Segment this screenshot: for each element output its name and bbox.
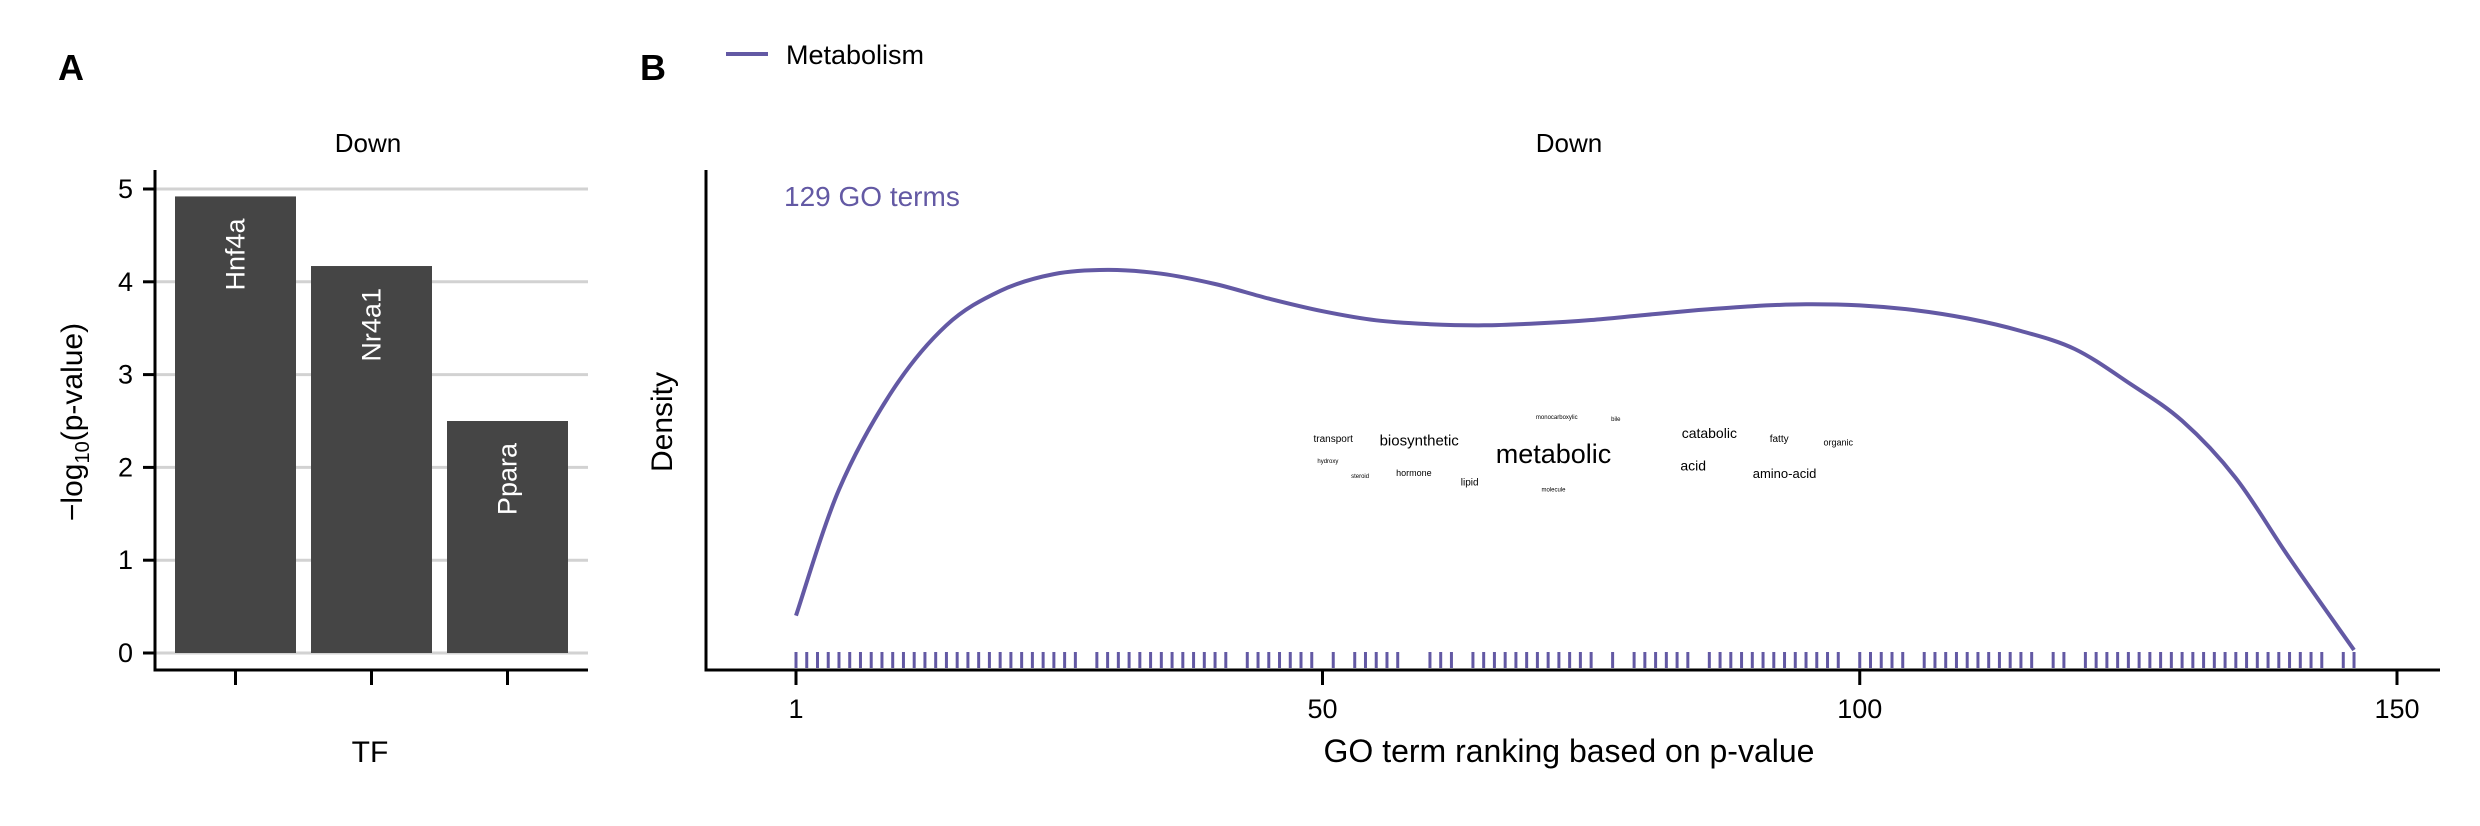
word-transport: transport: [1314, 434, 1354, 445]
y-label-main: −log: [56, 464, 89, 522]
y-tick-label: 1: [118, 545, 133, 575]
word-steroid: steroid: [1351, 474, 1369, 480]
word-metabolic: metabolic: [1496, 439, 1612, 469]
word-hydroxy: hydroxy: [1317, 459, 1338, 465]
word-biosynthetic: biosynthetic: [1380, 433, 1460, 450]
y-tick-label: 2: [118, 452, 133, 482]
bar-label-ppara: Ppara: [493, 442, 523, 515]
chart-b-title: Down: [1536, 128, 1602, 158]
legend: Metabolism: [726, 40, 924, 70]
bar-nr4a1: [311, 266, 432, 653]
word-monocarboxylic: monocarboxylic: [1536, 415, 1578, 421]
word-catabolic: catabolic: [1682, 425, 1737, 441]
x-tick-label: 1: [788, 694, 803, 724]
word-lipid: lipid: [1461, 478, 1479, 489]
bar-ppara: [447, 421, 568, 653]
bar-label-hnf4a: Hnf4a: [221, 217, 251, 290]
chart-a-y-ticks: 0 1 2 3 4 5: [118, 174, 155, 668]
chart-b-x-ticks: 1 50 100 150: [788, 670, 2420, 724]
word-organic: organic: [1823, 438, 1853, 448]
word-acid: acid: [1680, 457, 1706, 473]
y-label-rest: (p-value): [56, 323, 89, 441]
panel-a-letter: A: [58, 47, 84, 88]
x-tick-label: 50: [1307, 694, 1337, 724]
bar-chart-tf: Down Hnf4a Nr4a1 Ppara 0 1 2 3 4 5 TF −log10(p-…: [56, 128, 588, 769]
chart-a-title: Down: [335, 128, 401, 158]
word-fatty: fatty: [1770, 434, 1789, 445]
chart-a-x-ticks: [234, 670, 509, 685]
y-tick-label: 0: [118, 638, 133, 668]
y-tick-label: 5: [118, 174, 133, 204]
x-tick-label: 150: [2374, 694, 2419, 724]
y-tick-label: 3: [118, 360, 133, 390]
panel-b-letter: B: [640, 47, 666, 88]
word-molecule: molecule: [1542, 487, 1567, 493]
metabolism-density-line: [794, 267, 2356, 652]
chart-a-y-label: −log10(p-value): [56, 323, 94, 521]
bar-label-nr4a1: Nr4a1: [357, 288, 387, 362]
y-label-subscript: 10: [72, 441, 94, 463]
go-terms-count-annotation: 129 GO terms: [784, 181, 960, 212]
word-hormone: hormone: [1396, 468, 1432, 478]
word-bile: bile: [1611, 417, 1621, 423]
word-amino-acid: amino-acid: [1753, 466, 1817, 481]
x-tick-label: 100: [1837, 694, 1882, 724]
rug-marks: [794, 652, 2356, 668]
y-tick-label: 4: [118, 267, 133, 297]
chart-a-bars: Hnf4a Nr4a1 Ppara: [175, 196, 568, 653]
bar-hnf4a: [175, 196, 296, 653]
density-chart-go-terms: Metabolism Down 129 GO terms metabolic bi…: [646, 40, 2440, 769]
chart-a-x-label: TF: [352, 736, 389, 769]
word-cloud: metabolic biosynthetic catabolic acid amino-…: [1314, 415, 1854, 494]
legend-label: Metabolism: [786, 40, 924, 70]
chart-b-y-label: Density: [646, 372, 679, 472]
chart-b-x-label: GO term ranking based on p-value: [1324, 733, 1815, 769]
